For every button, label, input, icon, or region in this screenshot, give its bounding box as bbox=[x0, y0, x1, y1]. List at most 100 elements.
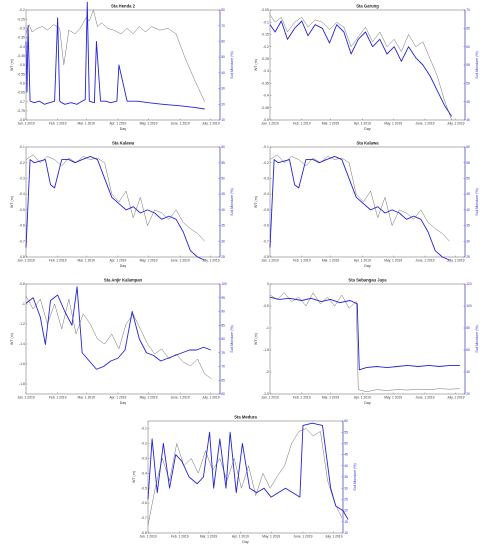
chart-title: Sta Anjir Kalampan bbox=[104, 278, 143, 283]
y-axis-label: WT (m) bbox=[132, 471, 136, 483]
y2-tick-label: 55 bbox=[466, 161, 470, 165]
y-tick-label: -1.2 bbox=[19, 322, 25, 326]
y-tick-label: -0.3 bbox=[263, 69, 269, 73]
gwl-series-line bbox=[25, 9, 205, 102]
y-tick-label: -0.3 bbox=[19, 26, 25, 30]
y2-tick-label: 35 bbox=[221, 224, 225, 228]
y2-tick-label: 40 bbox=[466, 118, 470, 122]
y2-tick-label: 10 bbox=[344, 531, 348, 535]
x-axis-label: Day bbox=[364, 127, 371, 131]
chart-title: Sta Medura bbox=[234, 415, 257, 420]
y2-tick-label: 25 bbox=[466, 255, 470, 259]
plot-frame bbox=[147, 420, 344, 534]
y2-axis-label: Soil Moisture (%) bbox=[230, 188, 234, 215]
y2-tick-label: 30 bbox=[221, 239, 225, 243]
y2-tick-label: 80 bbox=[221, 8, 225, 12]
y2-tick-label: 50 bbox=[221, 177, 225, 181]
y2-tick-label: 25 bbox=[344, 498, 348, 502]
x-tick-label: May. 1 2019 bbox=[140, 259, 158, 263]
y2-tick-label: 65 bbox=[221, 378, 225, 382]
y-tick-label: -2 bbox=[266, 370, 269, 374]
chart-svg: Sta Sebangau Jaya 0 -0.5 -1 -1.5 -2 -2.5 120 100… bbox=[254, 278, 479, 406]
y-tick-label: -0.45 bbox=[261, 106, 269, 110]
y2-tick-label: 50 bbox=[221, 55, 225, 59]
y-tick-label: 0 bbox=[267, 282, 269, 286]
x-tick-label: July. 1 2019 bbox=[447, 122, 465, 126]
gwl-series-line bbox=[147, 428, 343, 526]
y2-tick-label: 100 bbox=[466, 304, 472, 308]
y2-tick-label: 85 bbox=[221, 323, 225, 327]
panel-anjir-kalampan: Sta Anjir Kalampan -0.8 -1 -1.2 -1.4 -1.6 -1.8… bbox=[0, 274, 244, 411]
chart-title: Sta Sebangau Jaya bbox=[348, 278, 387, 283]
panel-sebangau-jaya: Sta Sebangau Jaya 0 -0.5 -1 -1.5 -2 -2.5 120 100… bbox=[244, 274, 489, 411]
x-tick-label: Apr. 1 2019 bbox=[109, 396, 126, 400]
x-tick-label: Mar. 1 2019 bbox=[322, 396, 340, 400]
y2-axis-label: Soil Moisture (%) bbox=[475, 188, 479, 215]
y2-tick-label: 60 bbox=[221, 40, 225, 44]
y-tick-label: -0.3 bbox=[263, 177, 269, 181]
chart-svg: Sta Anjir Kalampan -0.8 -1 -1.2 -1.4 -1.6 -1.8… bbox=[10, 278, 234, 406]
y-axis-label: WT (m) bbox=[254, 59, 258, 71]
plot-frame bbox=[269, 283, 466, 395]
x-tick-label: Apr. 1 2019 bbox=[232, 535, 249, 539]
x-tick-label: Apr. 1 2019 bbox=[354, 122, 371, 126]
y2-tick-label: 30 bbox=[466, 239, 470, 243]
soil-moisture-series-line bbox=[269, 20, 453, 117]
x-axis-label: Day bbox=[120, 264, 127, 268]
gwl-series-line bbox=[269, 14, 452, 121]
x-tick-label: Apr. 1 2019 bbox=[354, 396, 371, 400]
x-tick-label: Jan. 1 2019 bbox=[17, 396, 34, 400]
y-tick-label: -1.4 bbox=[19, 342, 25, 346]
x-tick-label: June. 1 2019 bbox=[415, 122, 434, 126]
y-tick-label: -0.4 bbox=[19, 45, 25, 49]
y-tick-label: -0.4 bbox=[263, 94, 269, 98]
y2-tick-label: 10 bbox=[221, 118, 225, 122]
y-tick-label: -0.2 bbox=[19, 161, 25, 165]
y2-tick-label: 60 bbox=[221, 145, 225, 149]
x-axis-label: Day bbox=[120, 401, 127, 405]
soil-moisture-series-line bbox=[269, 155, 450, 261]
y2-tick-label: 45 bbox=[344, 453, 348, 457]
gwl-series-line bbox=[269, 154, 450, 242]
y2-tick-label: 40 bbox=[466, 208, 470, 212]
x-tick-label: Jan. 1 2019 bbox=[261, 396, 278, 400]
x-tick-label: July. 1 2019 bbox=[447, 396, 465, 400]
y2-tick-label: 30 bbox=[221, 87, 225, 91]
y2-tick-label: 70 bbox=[221, 365, 225, 369]
y-tick-label: -0.7 bbox=[19, 239, 25, 243]
x-tick-label: June. 1 2019 bbox=[415, 396, 434, 400]
y2-tick-label: 95 bbox=[221, 296, 225, 300]
y2-tick-label: 40 bbox=[221, 208, 225, 212]
y2-tick-label: 45 bbox=[466, 192, 470, 196]
y-tick-label: -0.2 bbox=[141, 442, 147, 446]
x-tick-label: Feb. 1 2019 bbox=[293, 122, 311, 126]
x-tick-label: July. 1 2019 bbox=[202, 122, 220, 126]
y-tick-label: -1.5 bbox=[263, 348, 269, 352]
y-tick-label: -0.7 bbox=[19, 100, 25, 104]
y2-tick-label: 50 bbox=[466, 177, 470, 181]
y-tick-label: -0.5 bbox=[19, 63, 25, 67]
x-tick-label: Mar. 1 2019 bbox=[78, 396, 96, 400]
plot-frame bbox=[269, 9, 466, 121]
soil-moisture-series-line bbox=[25, 286, 211, 370]
x-tick-label: June. 1 2019 bbox=[415, 259, 434, 263]
y2-tick-label: 40 bbox=[466, 370, 470, 374]
x-axis-label: Day bbox=[364, 401, 371, 405]
y-tick-label: -0.6 bbox=[19, 81, 25, 85]
y2-tick-label: 60 bbox=[466, 45, 470, 49]
y-axis-label: WT (m) bbox=[10, 196, 14, 208]
y2-tick-label: 50 bbox=[466, 81, 470, 85]
y-tick-label: -0.2 bbox=[263, 45, 269, 49]
y-tick-label: -0.4 bbox=[19, 192, 25, 196]
x-tick-label: Jan. 1 2019 bbox=[17, 259, 34, 263]
y2-tick-label: 20 bbox=[466, 392, 470, 396]
y2-tick-label: 45 bbox=[466, 100, 470, 104]
y-tick-label: -0.3 bbox=[141, 456, 147, 460]
y2-tick-label: 35 bbox=[344, 475, 348, 479]
chart-title: Sta Kalawa bbox=[356, 141, 379, 146]
x-tick-label: Feb. 1 2019 bbox=[293, 259, 311, 263]
x-tick-label: July. 1 2019 bbox=[325, 535, 343, 539]
y-tick-label: -0.8 bbox=[19, 255, 25, 259]
y2-tick-label: 55 bbox=[344, 430, 348, 434]
x-tick-label: Mar. 1 2019 bbox=[322, 122, 340, 126]
